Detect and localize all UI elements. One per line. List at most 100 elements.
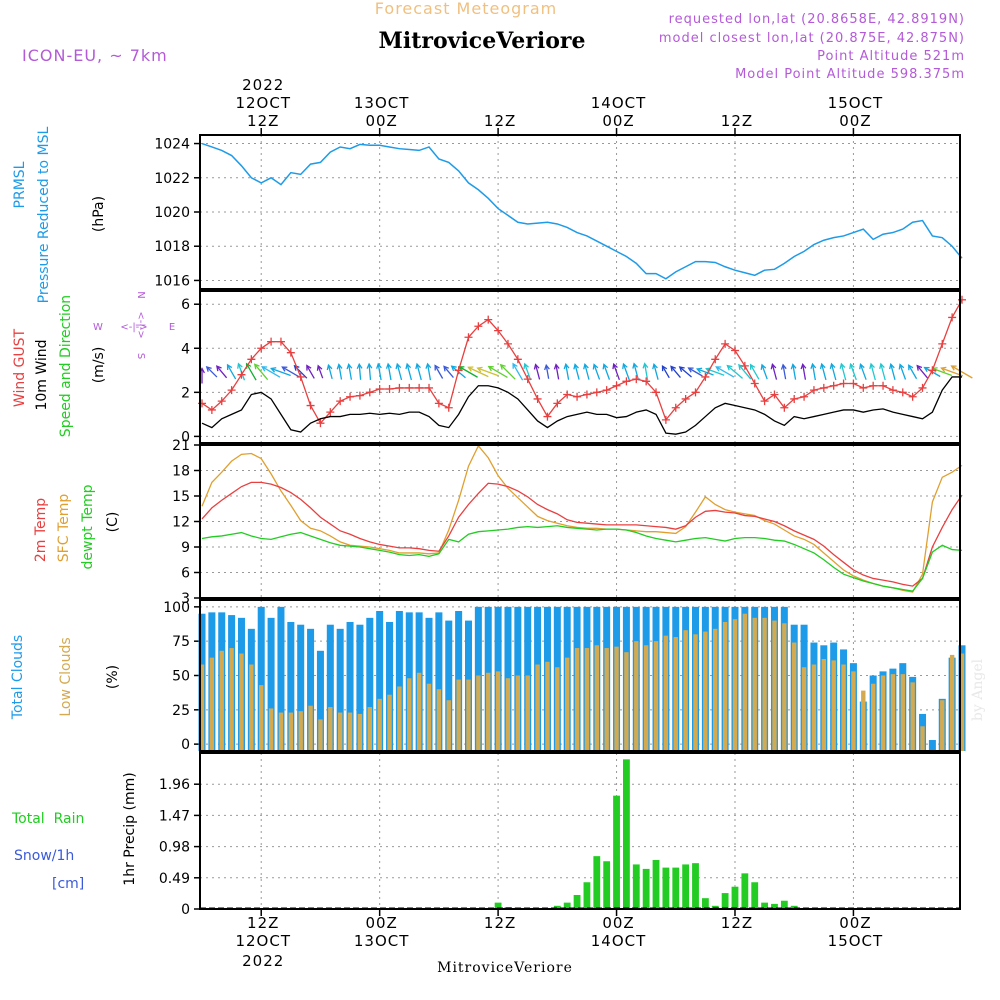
total-cloud-bar [277,606,285,751]
wind-arrow [426,363,432,381]
low-cloud-bar [466,679,471,751]
low-cloud-bar [722,621,728,751]
wind-arrow [327,364,333,380]
compass-ns: <-|-> [135,311,146,338]
low-cloud-bar [703,631,708,751]
wind-arrow-head [652,362,658,370]
y-tick-label: 1020 [154,205,190,221]
top-time-label: 12OCT [235,94,291,112]
wind-arrow-head [790,363,797,370]
top-title: Forecast Meteogram [375,0,557,18]
low-cloud-bar [584,648,590,751]
total-cloud-bar [326,624,334,751]
dewpt-line [201,525,963,592]
precip-bar [632,864,640,909]
wind-arrow [603,364,611,380]
low-cloud-bar [801,667,807,751]
gust-marker [484,315,493,324]
gust-marker [513,355,522,364]
wind-arrow-head [425,362,432,369]
wind-compass: W <-|-> E N <-|-> S [93,291,175,359]
low-cloud-bar [318,719,323,751]
gust-marker [819,383,828,392]
low-cloud-bar [515,675,521,751]
low-cloud-bar [278,712,284,751]
y-tick-label: 15 [172,489,190,505]
wind-arrow [555,364,560,380]
pressure-unit: (hPa) [91,196,107,232]
wind-unit: (m/s) [91,347,107,384]
gust-marker [425,383,434,392]
wind-arrow-head [237,362,243,369]
gust-marker [879,381,888,390]
wind-arrow [206,366,218,378]
gust-marker [681,394,690,403]
gust-marker [642,377,651,386]
total-cloud-bar [297,624,305,751]
wind-arrow [696,368,714,376]
low-cloud-bar [199,664,205,751]
y-tick-label: 0 [181,902,190,918]
wind-arrow [348,364,353,380]
wind-arrow [574,364,580,380]
gust-marker [829,381,838,390]
gust-marker [612,381,621,390]
wind-arrow-head [405,362,412,370]
y-tick-label: 6 [181,566,190,582]
wind-arrow [849,363,857,381]
total-cloud-bar [267,617,275,751]
wind-arrow [477,367,500,377]
gust-marker [839,379,848,388]
wind-arrow-head [687,367,694,373]
bottom-time-label: 14OCT [591,932,647,950]
wind-arrow-head [726,364,733,371]
y-tick-label: 1.47 [159,808,190,824]
gust-marker [938,339,947,348]
low-cloud-bar [821,659,827,751]
gust-line [201,299,963,425]
gust-marker [582,390,591,399]
wind-arrow-head [306,364,312,371]
y-tick-label: 50 [172,669,190,685]
gust-marker [898,388,907,397]
panel-frame [199,599,961,752]
gust-marker [730,346,739,355]
gust-marker [375,385,384,394]
wind-arrow [715,366,735,378]
wind-arrow-head [770,363,777,370]
gust-marker [444,403,453,412]
wind-arrow-head [336,363,343,370]
wind-arrow-head [563,362,570,370]
compass-s: S [135,353,146,359]
footer-station: MitroviceVeriore [437,960,573,976]
precip-bar [741,873,749,909]
wind-arrow-head [395,362,402,370]
top-time-label: 12Z [484,112,516,130]
wind-arrow-head [950,365,957,371]
wind-arrow [416,363,422,381]
precip-bar [623,759,630,909]
gust-marker [286,348,295,357]
precip-bar [573,894,581,909]
wind-arrow [679,366,692,378]
low-cloud-bar [545,661,550,751]
gust-marker [207,405,216,414]
top-time-label: 00Z [365,112,397,130]
wind-arrow [226,364,237,380]
total-cloud-bar [366,617,374,751]
low-cloud-bar [604,648,609,751]
total-cloud-bar [287,621,295,751]
wind-arrow [916,365,929,379]
temp-label-1: 2m Temp [33,498,49,562]
gust-marker [750,379,759,388]
wind-arrow-head [780,363,787,370]
wind-arrow-head [859,363,865,370]
total-cloud-bar [386,621,394,751]
low-cloud-bar [870,683,876,751]
wind-arrow-head [869,362,875,369]
gust-marker [888,386,897,395]
closest-coords: model closest lon,lat (20.875E, 42.875N) [659,31,965,46]
requested-coords: requested lon,lat (20.8658E, 42.8919N) [669,12,965,27]
low-cloud-bar [920,726,925,751]
precip-bar [761,902,769,909]
